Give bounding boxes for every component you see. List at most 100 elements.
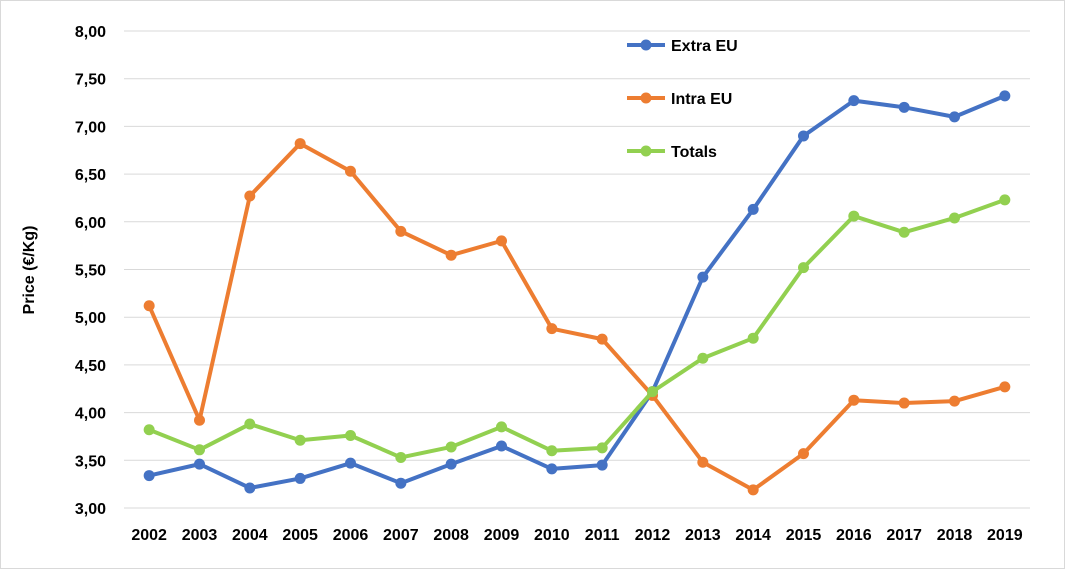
data-point-totals [345,429,356,441]
data-point-extra-eu [445,458,457,470]
y-tick-label: 5,50 [75,263,106,280]
legend-item-totals: Totals [627,144,717,161]
y-axis-ticks: 3,00 3,50 4,00 4,50 5,00 5,50 6,00 6,50 7,00 7,50… [75,24,106,518]
data-point-totals [949,212,960,224]
data-point-extra-eu [596,459,608,471]
data-point-intra-eu [798,448,809,460]
y-tick-label: 3,00 [75,501,106,518]
legend-label: Totals [671,144,717,161]
data-point-extra-eu [546,463,558,475]
data-point-intra-eu [445,249,457,261]
series-line-intra-eu [147,141,1007,492]
data-point-intra-eu [143,300,155,312]
x-tick-label: 2002 [131,527,167,544]
data-point-extra-eu [697,271,709,283]
data-point-extra-eu [294,472,306,484]
y-tick-label: 8,00 [75,24,106,41]
data-point-intra-eu [496,235,507,247]
data-point-totals [999,194,1011,206]
legend-item-extra-eu: Extra EU [627,38,738,55]
data-point-extra-eu [898,101,910,113]
x-tick-label: 2006 [333,527,369,544]
x-tick-label: 2016 [836,527,872,544]
data-point-totals [848,210,860,222]
data-point-totals [798,262,809,274]
legend-swatch-marker [640,92,652,104]
y-tick-label: 6,50 [75,167,106,184]
x-tick-label: 2003 [182,527,218,544]
data-point-intra-eu [898,397,910,409]
y-tick-label: 7,50 [75,72,106,89]
y-tick-label: 7,00 [75,119,106,136]
legend-item-intra-eu: Intra EU [627,91,732,108]
data-point-totals [496,421,507,433]
data-point-extra-eu [496,440,507,452]
y-tick-label: 3,50 [75,453,106,470]
data-point-intra-eu [697,456,709,468]
data-point-totals [697,352,709,364]
data-point-extra-eu [747,203,759,215]
data-point-intra-eu [747,484,759,496]
x-tick-label: 2019 [987,527,1023,544]
legend: Extra EU Intra EU Totals [627,38,738,161]
data-point-totals [395,451,407,463]
legend-label: Extra EU [671,38,738,55]
data-point-intra-eu [546,323,558,335]
data-point-extra-eu [949,111,960,123]
series-intra-eu [143,138,1011,496]
data-point-extra-eu [194,458,205,470]
data-point-extra-eu [345,457,356,469]
y-tick-label: 4,00 [75,406,106,423]
x-tick-label: 2011 [585,527,620,544]
grid-layer [124,30,1030,509]
data-point-intra-eu [949,395,960,407]
data-point-intra-eu [395,225,407,237]
data-point-intra-eu [294,138,306,150]
series-line-extra-eu [147,93,1007,490]
series-line-totals [147,197,1007,460]
x-tick-label: 2014 [735,527,771,544]
data-point-totals [596,442,608,454]
data-point-totals [747,332,759,344]
data-point-intra-eu [244,190,256,202]
y-tick-label: 4,50 [75,358,106,375]
data-point-extra-eu [395,477,407,489]
legend-label: Intra EU [671,91,732,108]
data-point-totals [143,424,155,436]
x-tick-label: 2013 [685,527,721,544]
data-point-intra-eu [848,394,860,406]
x-tick-label: 2010 [534,527,570,544]
data-point-totals [244,418,256,430]
data-point-totals [294,434,306,446]
data-point-extra-eu [143,470,155,482]
y-axis-title: Price (€/Kg) [21,226,38,315]
x-tick-label: 2005 [282,527,318,544]
x-tick-label: 2018 [937,527,973,544]
data-point-extra-eu [244,482,256,494]
series-totals [143,194,1011,463]
data-point-intra-eu [194,414,205,426]
data-point-totals [445,441,457,453]
x-tick-label: 2008 [433,527,469,544]
x-axis-ticks: 2002 2003 2004 2005 2006 2007 2008 2009 2010 2011… [131,527,1022,544]
data-point-totals [647,386,658,398]
x-tick-label: 2004 [232,527,268,544]
y-tick-label: 6,00 [75,215,106,232]
data-point-intra-eu [596,333,608,345]
series-layer [143,90,1011,496]
x-tick-label: 2012 [635,527,671,544]
legend-swatch-marker [640,145,652,157]
data-point-extra-eu [798,130,809,142]
data-point-totals [898,226,910,238]
x-tick-label: 2015 [786,527,822,544]
x-tick-label: 2017 [886,527,922,544]
x-tick-label: 2009 [484,527,520,544]
data-point-totals [546,445,558,457]
data-point-extra-eu [848,95,860,107]
y-tick-label: 5,00 [75,310,106,327]
x-tick-label: 2007 [383,527,419,544]
data-point-totals [194,444,205,456]
data-point-intra-eu [345,165,356,177]
